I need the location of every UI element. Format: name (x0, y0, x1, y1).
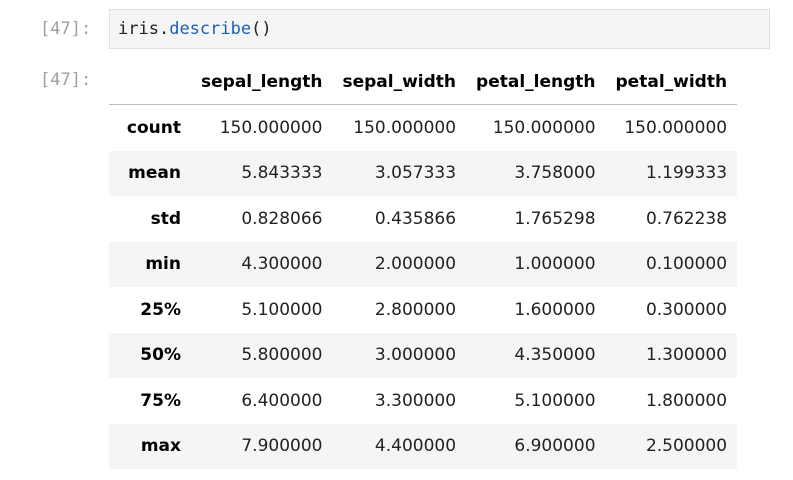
code-parens: () (251, 19, 272, 39)
column-header: sepal_length (191, 60, 333, 105)
table-cell: 3.300000 (374, 390, 457, 411)
table-corner-cell (109, 60, 191, 105)
table-cell: 3.057333 (374, 163, 457, 184)
table-cell: 1.000000 (514, 254, 596, 275)
table-cell: 6.900000 (514, 436, 596, 457)
table-cell: 150.000000 (624, 117, 728, 138)
row-label: std (150, 208, 181, 229)
table-cell: 0.300000 (645, 299, 728, 320)
output-prompt: [47]: (40, 70, 92, 90)
table-cell: 1.199333 (645, 163, 728, 184)
table-cell: 1.765298 (514, 208, 596, 229)
table-cell: 1.600000 (514, 299, 596, 320)
table-cell: 2.800000 (374, 299, 457, 320)
table-row: min 4.300000 2.000000 1.000000 0.100000 (109, 241, 738, 287)
output-area: sepal_length sepal_width petal_length pe… (109, 60, 738, 469)
code-method: describe (169, 19, 252, 39)
table-cell: 3.000000 (374, 345, 457, 366)
table-cell: 4.400000 (374, 436, 457, 457)
row-label: mean (128, 163, 181, 184)
row-label: 25% (140, 299, 181, 320)
table-row: count 150.000000 150.000000 150.000000 1… (109, 105, 737, 151)
table-cell: 5.800000 (241, 345, 323, 366)
row-label: 50% (140, 345, 181, 366)
table-cell: 150.000000 (219, 117, 323, 138)
table-cell: 150.000000 (492, 117, 596, 138)
table-header-row: sepal_length sepal_width petal_length pe… (109, 60, 738, 105)
table-cell: 5.100000 (241, 299, 323, 320)
code-dot: . (158, 19, 170, 39)
code-input-area[interactable]: iris.describe() (109, 9, 770, 49)
table-cell: 3.758000 (514, 163, 596, 184)
table-cell: 1.800000 (645, 390, 728, 411)
table-cell: 5.843333 (241, 163, 323, 184)
table-row: 25% 5.100000 2.800000 1.600000 0.300000 (109, 287, 737, 333)
code-object: iris (118, 19, 159, 39)
input-prompt: [47]: (40, 19, 92, 39)
column-header: sepal_width (332, 60, 467, 105)
row-label: count (126, 117, 181, 138)
table-cell: 0.762238 (645, 208, 728, 229)
table-cell: 1.300000 (645, 345, 728, 366)
table-cell: 4.350000 (514, 345, 596, 366)
table-cell: 150.000000 (353, 117, 457, 138)
table-cell: 2.500000 (645, 436, 728, 457)
table-cell: 4.300000 (241, 254, 323, 275)
table-row: 50% 5.800000 3.000000 4.350000 1.300000 (109, 332, 738, 378)
table-cell: 2.000000 (374, 254, 457, 275)
table-cell: 7.900000 (241, 436, 323, 457)
table-row: mean 5.843333 3.057333 3.758000 1.199333 (109, 150, 738, 196)
table-row: 75% 6.400000 3.300000 5.100000 1.800000 (109, 378, 737, 424)
table-cell: 5.100000 (514, 390, 596, 411)
row-label: max (140, 436, 181, 457)
table-cell: 0.828066 (241, 208, 323, 229)
row-label: 75% (140, 390, 181, 411)
row-label: min (145, 254, 181, 275)
table-cell: 0.100000 (645, 254, 728, 275)
table-row: std 0.828066 0.435866 1.765298 0.762238 (109, 196, 737, 242)
table-cell: 0.435866 (374, 208, 457, 229)
dataframe-table: sepal_length sepal_width petal_length pe… (109, 60, 738, 469)
table-cell: 6.400000 (241, 390, 323, 411)
table-row: max 7.900000 4.400000 6.900000 2.500000 (109, 423, 738, 469)
column-header: petal_length (466, 60, 606, 105)
column-header: petal_width (605, 60, 738, 105)
